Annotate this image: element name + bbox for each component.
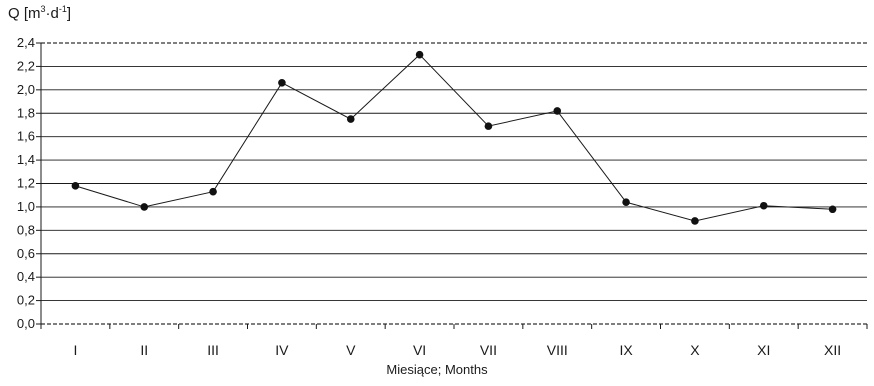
y-axis-label-exponent-2: -1 [58,4,67,14]
y-axis-label: Q [m3·d-1] [8,4,71,22]
y-tick-label: 1,4 [17,152,35,167]
x-tick-label: XI [757,342,770,358]
x-tick-label: I [73,342,77,358]
y-tick-label: 2,2 [17,58,35,73]
x-tick-label: VII [480,342,497,358]
y-tick-label: 1,6 [17,129,35,144]
x-tick-label: XII [824,342,841,358]
data-point [828,205,837,214]
series-line [75,54,833,222]
y-tick-label: 0,8 [17,222,35,237]
y-tick-label: 1,2 [17,176,35,191]
data-point [415,50,424,59]
x-tick-label: IX [619,342,633,358]
y-axis-label-main: Q [m [8,5,41,22]
x-tick-label: III [207,342,219,358]
x-tick-label: VIII [547,342,568,358]
y-tick-label: 0,2 [17,293,35,308]
y-axis-label-exponent-1: 3 [40,4,46,14]
data-point [484,122,493,130]
data-point [553,107,562,115]
data-point [759,201,768,210]
data-point [209,187,217,196]
y-axis-label-end: ] [66,5,72,22]
y-tick-label: 2,4 [17,35,35,50]
x-tick-label: II [140,342,148,358]
x-tick-label: VI [413,342,426,358]
y-tick-label: 0,0 [17,316,35,331]
x-tick-label: V [346,342,356,358]
x-axis-label: Miesiące; Months [386,362,488,377]
data-point [71,182,80,190]
y-tick-label: 0,4 [17,269,35,284]
x-tick-label: X [690,342,700,358]
y-axis-label-middle: ·d [45,5,59,22]
y-tick-label: 0,6 [17,246,35,261]
data-point [140,203,149,211]
y-tick-label: 1,0 [17,199,35,214]
data-point [278,79,286,87]
data-point [691,217,699,225]
x-tick-label: IV [275,342,289,358]
y-tick-label: 1,8 [17,105,35,120]
data-point [346,115,355,123]
y-tick-label: 2,0 [17,82,35,97]
data-point [622,198,630,207]
